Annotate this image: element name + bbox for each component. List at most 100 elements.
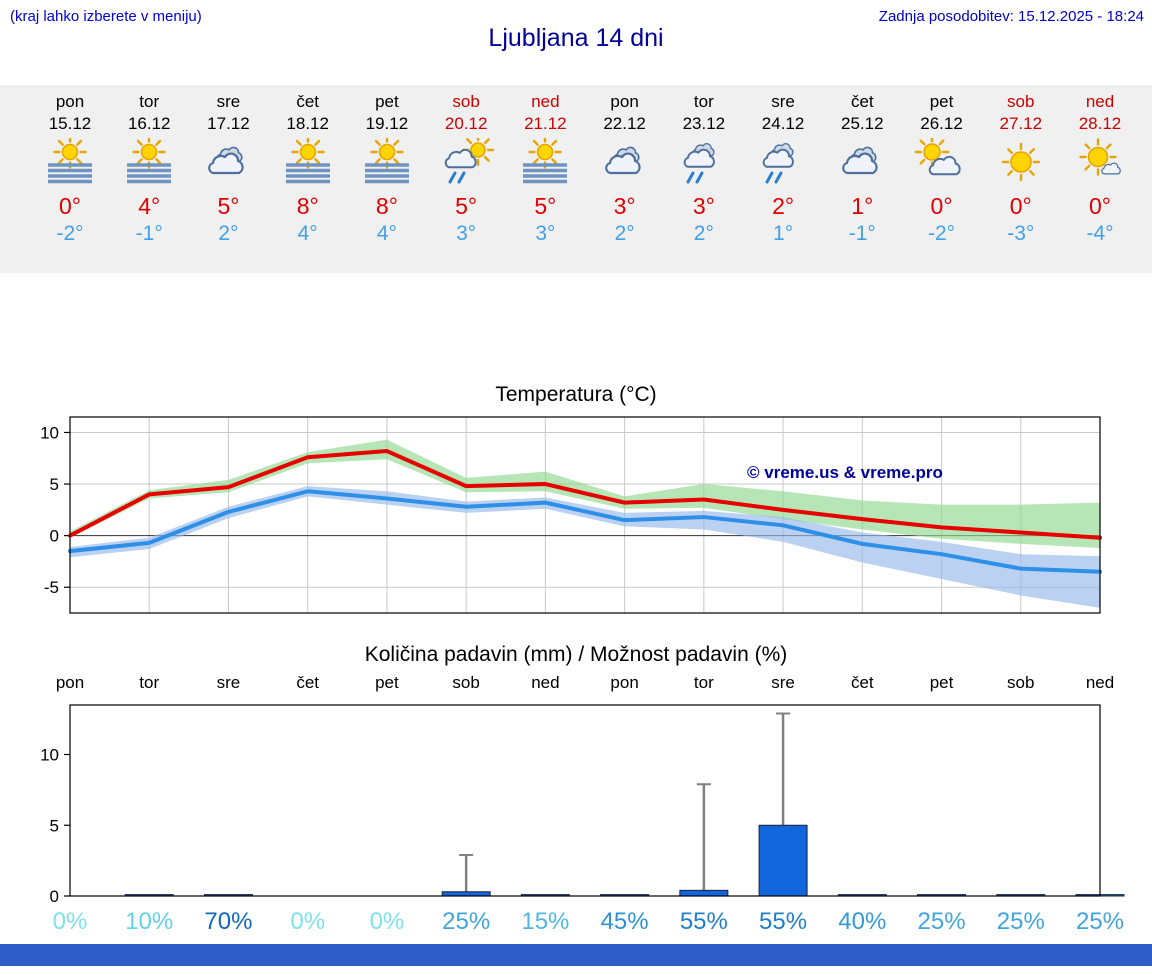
precip-bar bbox=[758, 824, 808, 897]
precip-day-label: sre bbox=[771, 673, 795, 692]
sun-cloud-icon bbox=[902, 138, 982, 190]
sun-small-cloud-icon bbox=[1060, 138, 1140, 190]
day-date: 24.12 bbox=[761, 114, 805, 133]
day-name: tor bbox=[139, 92, 160, 111]
temp-max: 5° bbox=[217, 193, 240, 219]
temp-max-line bbox=[68, 449, 1102, 540]
day-date: 16.12 bbox=[127, 114, 171, 133]
precip-axis-tick: 0 bbox=[50, 887, 59, 904]
day-name: čet bbox=[850, 92, 874, 111]
precip-probability: 10% bbox=[125, 908, 174, 935]
forecast-day: sre 24.12 2° 1° bbox=[743, 91, 823, 246]
day-name: ned bbox=[531, 92, 560, 111]
forecast-day: pet 26.12 0° -2° bbox=[902, 91, 982, 246]
day-date: 19.12 bbox=[365, 114, 409, 133]
last-updated: Zadnja posodobitev: 15.12.2025 - 18:24 bbox=[878, 8, 1144, 25]
day-date: 20.12 bbox=[444, 114, 488, 133]
location-menu-note: (kraj lahko izberete v meniju) bbox=[10, 8, 202, 25]
temp-min: -4° bbox=[1086, 222, 1114, 245]
temp-min: 1° bbox=[773, 222, 794, 245]
day-date: 15.12 bbox=[48, 114, 92, 133]
forecast-strip: pon 15.12 0° -2° tor 16.12 4° -1° sre 17.12 5° 2° če… bbox=[0, 85, 1152, 273]
day-name: sre bbox=[771, 92, 795, 111]
forecast-day: čet 18.12 8° 4° bbox=[268, 91, 348, 246]
forecast-day: sob 20.12 5° 3° bbox=[426, 91, 506, 246]
day-date: 26.12 bbox=[920, 114, 963, 133]
precip-chart: 0 5 10 bbox=[40, 704, 1125, 904]
temp-min: -2° bbox=[56, 222, 84, 245]
precip-probability: 15% bbox=[521, 908, 570, 935]
forecast-day: tor 16.12 4° -1° bbox=[109, 91, 189, 246]
precip-day-label: sob bbox=[452, 673, 480, 692]
day-date: 25.12 bbox=[841, 114, 884, 133]
forecast-day: pon 15.12 0° -2° bbox=[30, 91, 110, 246]
forecast-day: pon 22.12 3° 2° bbox=[585, 91, 665, 246]
day-date: 28.12 bbox=[1078, 114, 1122, 133]
temp-min: 3° bbox=[535, 222, 556, 245]
sun-fog-icon bbox=[347, 138, 427, 190]
precip-day-label: pon bbox=[55, 673, 85, 692]
cloud-icon bbox=[188, 138, 268, 190]
precip-probability: 25% bbox=[996, 908, 1045, 935]
forecast-day: tor 23.12 3° 2° bbox=[664, 91, 744, 246]
day-name: pet bbox=[375, 92, 399, 111]
day-name: sob bbox=[452, 92, 480, 111]
temp-max: 5° bbox=[534, 193, 557, 219]
precip-day-label: čet bbox=[296, 673, 320, 692]
temp-max: 4° bbox=[138, 193, 161, 219]
day-name: pet bbox=[929, 92, 954, 111]
precip-axis-tick: 10 bbox=[40, 746, 59, 765]
temp-min: 2° bbox=[693, 222, 714, 245]
day-date: 17.12 bbox=[207, 114, 250, 133]
precip-probability: 25% bbox=[1075, 908, 1125, 935]
sun-fog-icon bbox=[505, 138, 585, 190]
temp-min: 4° bbox=[376, 222, 397, 245]
precip-probability: 55% bbox=[759, 908, 808, 935]
precip-probability: 0% bbox=[369, 908, 405, 935]
day-date: 22.12 bbox=[603, 114, 646, 133]
day-name: ned bbox=[1085, 92, 1115, 111]
cloud-rain-icon bbox=[743, 138, 823, 190]
temp-min: -3° bbox=[1007, 222, 1035, 245]
temp-axis-tick: 10 bbox=[40, 423, 59, 442]
precip-probability: 25% bbox=[442, 908, 491, 935]
precip-probability: 25% bbox=[917, 908, 966, 935]
sun-icon bbox=[981, 138, 1061, 190]
day-date: 21.12 bbox=[524, 114, 567, 133]
precip-probability: 70% bbox=[204, 908, 253, 935]
temp-max: 3° bbox=[613, 193, 636, 219]
forecast-day: ned 21.12 5° 3° bbox=[505, 91, 585, 246]
temp-min: -1° bbox=[135, 222, 163, 245]
precip-day-label: sre bbox=[216, 673, 241, 692]
cloud-rain-icon bbox=[664, 138, 744, 190]
temp-max: 0° bbox=[59, 193, 81, 219]
day-name: sre bbox=[216, 92, 241, 111]
copyright-link[interactable]: © vreme.us & vreme.pro bbox=[747, 463, 943, 482]
precip-day-label: pet bbox=[929, 673, 954, 692]
precip-chart-title: Količina padavin (mm) / Možnost padavin … bbox=[364, 643, 788, 666]
precip-day-label: čet bbox=[850, 673, 874, 692]
forecast-day: čet 25.12 1° -1° bbox=[822, 91, 902, 246]
temp-max: 3° bbox=[692, 193, 715, 219]
precip-day-label: pet bbox=[375, 673, 399, 692]
temp-max: 0° bbox=[930, 193, 953, 219]
temp-min: -1° bbox=[848, 222, 876, 245]
day-date: 27.12 bbox=[999, 114, 1043, 133]
temp-min: 3° bbox=[456, 222, 477, 245]
temp-max: 0° bbox=[1009, 193, 1032, 219]
precip-day-labels: pon tor sre čet pet sob ned pon tor sre čet pet sob n… bbox=[0, 673, 1152, 699]
precip-day-label: sob bbox=[1007, 673, 1035, 692]
temp-max: 2° bbox=[772, 193, 795, 219]
precip-day-label: tor bbox=[139, 673, 160, 692]
precip-day-label: ned bbox=[1085, 673, 1115, 692]
day-name: pon bbox=[55, 92, 85, 111]
temp-min-line bbox=[68, 489, 1102, 574]
forecast-day: pet 19.12 8° 4° bbox=[347, 91, 427, 246]
precip-probability: 45% bbox=[600, 908, 649, 935]
precip-bar bbox=[441, 891, 491, 897]
sun-cloud-rain-icon bbox=[426, 138, 506, 190]
precip-day-label: pon bbox=[610, 673, 639, 692]
temp-min: 2° bbox=[614, 222, 635, 245]
sun-fog-icon bbox=[268, 138, 348, 190]
temp-max: 8° bbox=[296, 193, 319, 219]
